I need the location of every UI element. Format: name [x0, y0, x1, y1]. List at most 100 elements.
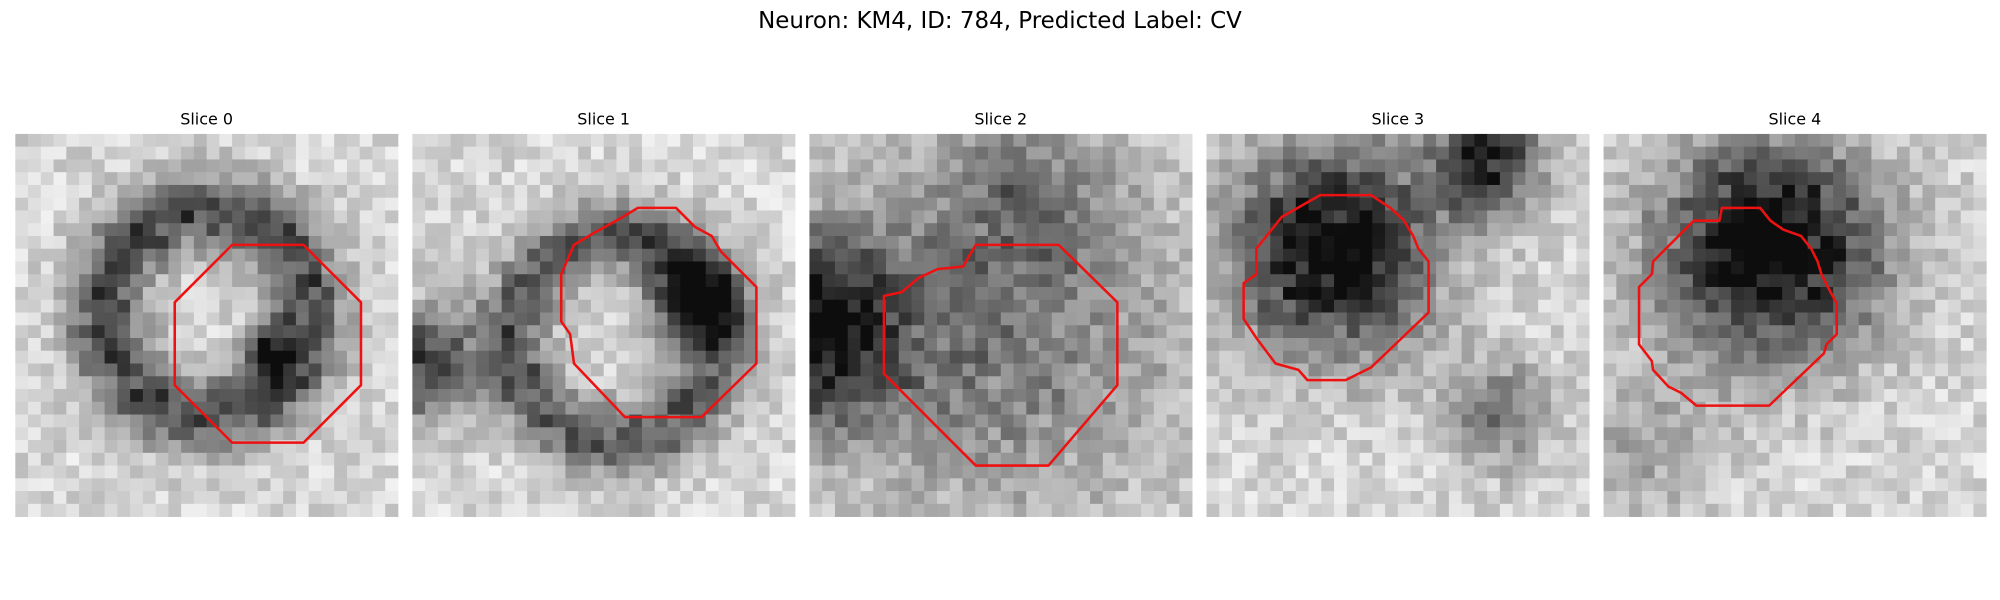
pixel — [1270, 146, 1284, 160]
pixel — [91, 261, 105, 275]
pixel — [744, 223, 758, 237]
pixel — [873, 235, 887, 250]
pixel — [1372, 503, 1386, 517]
pixel — [860, 350, 874, 364]
pixel — [321, 197, 335, 211]
pixel — [1064, 286, 1078, 301]
pixel — [514, 274, 528, 288]
pixel — [1563, 223, 1577, 237]
pixel — [425, 440, 439, 454]
pixel — [450, 223, 464, 237]
pixel — [1000, 197, 1014, 211]
pixel — [782, 197, 796, 211]
pixel — [1782, 452, 1796, 466]
pixel — [641, 223, 656, 237]
pixel — [1244, 452, 1258, 466]
pixel — [1461, 312, 1475, 326]
pixel — [949, 363, 963, 377]
pixel — [488, 184, 503, 199]
pixel — [1102, 299, 1116, 313]
pixel — [193, 363, 208, 377]
pixel — [1947, 261, 1962, 275]
pixel — [1871, 338, 1885, 352]
pixel — [1525, 223, 1539, 237]
pixel — [629, 286, 643, 301]
pixel — [130, 503, 144, 517]
pixel — [911, 133, 925, 148]
pixel — [1308, 452, 1322, 466]
pixel — [232, 376, 246, 390]
pixel — [578, 325, 592, 339]
pixel — [1935, 197, 1949, 211]
pixel — [1833, 210, 1847, 224]
pixel — [731, 172, 745, 186]
pixel — [257, 210, 271, 224]
pixel — [1051, 427, 1065, 441]
pixel — [257, 299, 271, 313]
pixel — [1756, 146, 1770, 160]
pixel — [1244, 478, 1258, 492]
pixel — [206, 452, 220, 466]
pixel — [1909, 338, 1923, 352]
pixel — [975, 491, 989, 505]
pixel — [1397, 159, 1411, 173]
pixel — [1782, 338, 1796, 352]
pixel — [834, 440, 849, 454]
pixel — [1385, 312, 1399, 326]
pixel — [924, 299, 938, 313]
pixel — [822, 274, 836, 288]
pixel — [193, 414, 208, 428]
pixel — [1346, 261, 1360, 275]
pixel — [552, 133, 566, 148]
pixel — [283, 159, 297, 173]
pixel — [1334, 299, 1348, 313]
pixel — [1064, 478, 1078, 492]
pixel — [244, 325, 259, 339]
pixel — [603, 146, 617, 160]
pixel — [616, 261, 630, 275]
pixel — [1973, 172, 1987, 186]
pixel — [988, 503, 1002, 517]
pixel — [450, 325, 464, 339]
pixel — [28, 210, 42, 224]
pixel — [1423, 389, 1437, 403]
pixel — [1153, 414, 1167, 428]
pixel — [1166, 248, 1180, 262]
pixel — [1115, 401, 1129, 415]
pixel — [975, 223, 989, 237]
pixel — [924, 146, 938, 160]
pixel — [1206, 427, 1220, 441]
pixel — [321, 401, 335, 415]
pixel — [1947, 312, 1962, 326]
pixel — [1115, 363, 1129, 377]
pixel — [1947, 350, 1962, 364]
pixel — [924, 350, 938, 364]
pixel — [1346, 223, 1360, 237]
pixel — [769, 503, 783, 517]
pixel — [1576, 491, 1590, 505]
pixel — [1563, 503, 1577, 517]
pixel — [860, 312, 874, 326]
pixel — [539, 452, 554, 466]
pixel — [1960, 389, 1974, 403]
pixel — [1051, 274, 1065, 288]
pixel — [1973, 274, 1987, 288]
pixel — [769, 197, 783, 211]
pixel — [1896, 338, 1911, 352]
pixel — [1667, 338, 1681, 352]
pixel — [744, 491, 758, 505]
pixel — [1858, 363, 1872, 377]
pixel — [168, 159, 182, 173]
pixel — [385, 376, 399, 390]
pixel — [1563, 146, 1577, 160]
pixel — [756, 363, 770, 377]
pixel — [782, 363, 796, 377]
pixel — [1794, 440, 1809, 454]
pixel — [1807, 223, 1821, 237]
pixel — [514, 465, 528, 479]
pixel — [1845, 440, 1860, 454]
pixel — [1884, 503, 1898, 517]
pixel — [40, 286, 54, 301]
pixel — [1550, 223, 1565, 237]
pixel — [539, 389, 554, 403]
